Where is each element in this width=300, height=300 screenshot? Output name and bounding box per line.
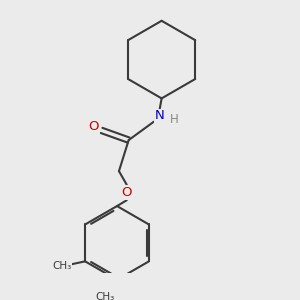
Text: CH₃: CH₃ — [96, 292, 115, 300]
Text: CH₃: CH₃ — [52, 261, 71, 271]
Text: O: O — [122, 186, 132, 199]
Text: N: N — [155, 109, 165, 122]
Text: O: O — [88, 120, 99, 133]
Text: H: H — [170, 113, 178, 126]
